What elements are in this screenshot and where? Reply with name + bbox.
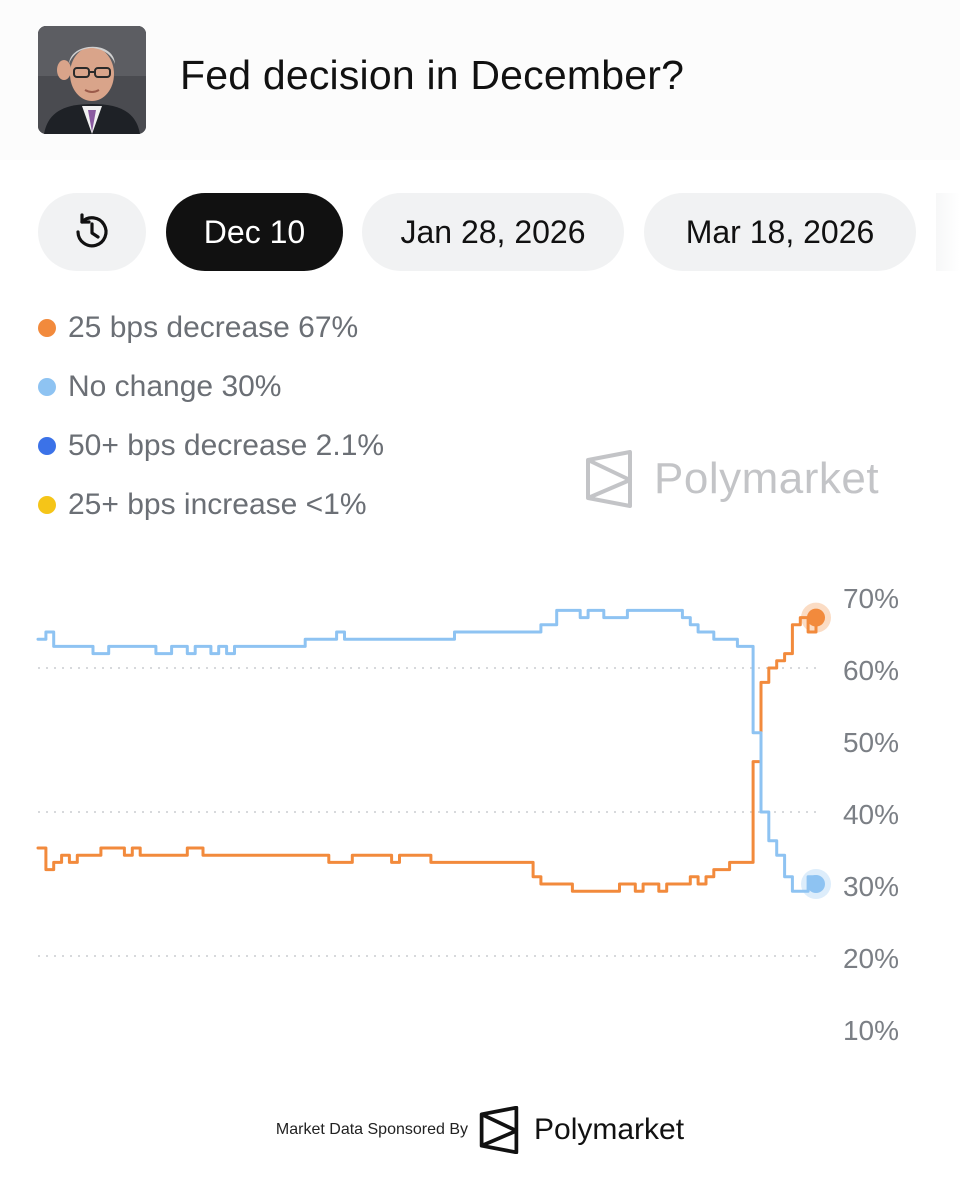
- legend-item-no-change: No change 30%: [38, 357, 384, 416]
- y-tick-label: 10%: [843, 1015, 899, 1046]
- legend-dot-icon: [38, 436, 56, 455]
- tab-jan-28-2026[interactable]: Jan 28, 2026: [362, 193, 624, 271]
- polymarket-logo-icon: [586, 450, 632, 508]
- y-tick-label: 40%: [843, 799, 899, 830]
- legend-label: 50+ bps decrease 2.1%: [68, 428, 385, 462]
- legend-item-25-bps-increase: 25+ bps increase <1%: [38, 475, 384, 534]
- history-button[interactable]: [38, 193, 146, 271]
- person-portrait-icon: [38, 26, 146, 134]
- market-header: Fed decision in December?: [0, 0, 960, 160]
- history-clock-icon: [76, 213, 108, 248]
- legend-label: 25 bps decrease 67%: [68, 310, 359, 344]
- sponsor-label: Market Data Sponsored By: [275, 1121, 469, 1138]
- tab-dec-10[interactable]: Dec 10: [166, 193, 343, 271]
- tabs-overflow-fade: [936, 193, 960, 271]
- page-title: Fed decision in December?: [180, 52, 685, 98]
- chart-legend: 25 bps decrease 67% No change 30% 50+ bp…: [38, 298, 384, 534]
- series-line-1: [36, 608, 818, 893]
- legend-dot-icon: [38, 318, 56, 337]
- y-tick-label: 60%: [843, 655, 899, 686]
- legend-item-50-bps-decrease: 50+ bps decrease 2.1%: [38, 416, 384, 475]
- y-tick-label: 50%: [843, 727, 899, 758]
- sponsor-brand[interactable]: Polymarket: [534, 1113, 685, 1146]
- legend-dot-icon: [38, 377, 56, 396]
- watermark-brand: Polymarket: [654, 454, 880, 503]
- polymarket-watermark: Polymarket: [584, 450, 879, 508]
- series-end-point-1: [807, 875, 825, 893]
- market-avatar: [38, 26, 146, 134]
- legend-label: 25+ bps increase <1%: [68, 487, 367, 521]
- legend-dot-icon: [38, 495, 56, 514]
- probability-line-chart: 70% 60% 50% 40% 30% 20% 10%: [36, 583, 899, 1046]
- y-tick-label: 70%: [843, 583, 899, 614]
- y-tick-label: 20%: [843, 943, 899, 974]
- y-tick-label: 30%: [843, 871, 899, 902]
- legend-item-25-bps-decrease: 25 bps decrease 67%: [38, 298, 384, 357]
- sponsor-footer: Market Data Sponsored By Polymarket: [0, 1100, 960, 1160]
- legend-label: No change 30%: [68, 369, 282, 403]
- series-line-0: [36, 616, 818, 893]
- series-end-point-0: [807, 608, 825, 627]
- polymarket-logo-icon: [479, 1106, 519, 1154]
- tab-mar-18-2026[interactable]: Mar 18, 2026: [644, 193, 916, 271]
